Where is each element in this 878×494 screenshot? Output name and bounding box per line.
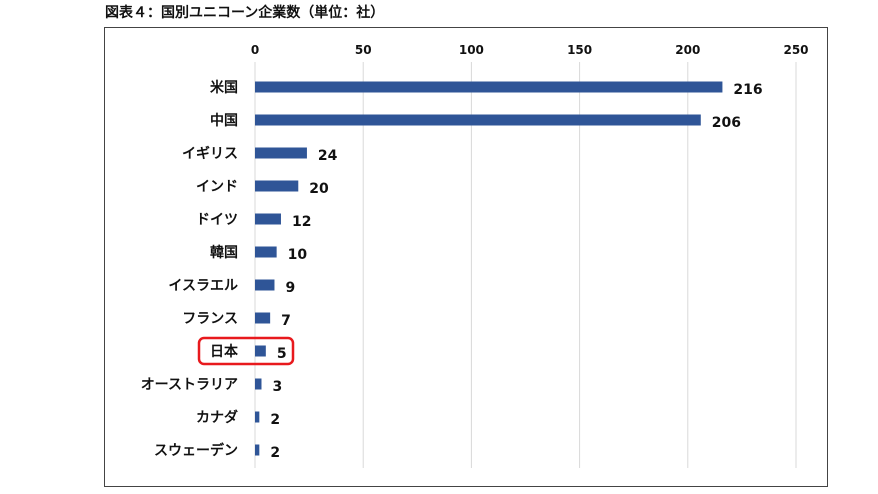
bar bbox=[255, 81, 723, 93]
x-tick-label: 100 bbox=[459, 43, 484, 57]
bar bbox=[255, 312, 271, 324]
x-tick-label: 200 bbox=[675, 43, 700, 57]
category-label: フランス bbox=[182, 311, 238, 327]
x-tick-label: 0 bbox=[251, 43, 259, 57]
chart-frame bbox=[104, 27, 828, 487]
bar bbox=[255, 345, 266, 357]
data-label: 216 bbox=[733, 82, 762, 98]
bar bbox=[255, 180, 299, 192]
bar bbox=[255, 213, 281, 225]
data-label: 2 bbox=[270, 412, 280, 428]
category-label: オーストラリア bbox=[141, 377, 238, 393]
data-label: 20 bbox=[309, 181, 329, 197]
highlight bbox=[197, 336, 295, 366]
data-label: 24 bbox=[318, 148, 338, 164]
x-tick-label: 250 bbox=[783, 43, 808, 57]
category-label: カナダ bbox=[196, 409, 238, 426]
bar bbox=[255, 147, 307, 159]
x-axis-ticks: 0 50 100 150 200 250 bbox=[251, 43, 809, 57]
data-label: 12 bbox=[292, 214, 311, 230]
data-labels: 216 206 24 20 12 10 9 7 5 3 2 2 bbox=[270, 82, 762, 461]
category-label: 中国 bbox=[210, 112, 238, 129]
highlight-box bbox=[197, 336, 295, 366]
category-label: インド bbox=[196, 179, 238, 195]
bar bbox=[255, 246, 277, 258]
chart-title: 図表４：国別ユニコーン企業数（単位：社） bbox=[105, 5, 385, 21]
category-label: 韓国 bbox=[210, 244, 238, 261]
category-label: ドイツ bbox=[196, 212, 238, 228]
bar bbox=[255, 378, 262, 390]
data-label: 10 bbox=[288, 247, 308, 263]
category-labels: 米国中国イギリスインドドイツ韓国イスラエルフランス日本オーストラリアカナダスウェ… bbox=[141, 79, 239, 459]
category-label: イスラエル bbox=[168, 278, 238, 294]
bars bbox=[255, 81, 723, 456]
category-label: 米国 bbox=[210, 79, 238, 96]
bar bbox=[255, 279, 275, 291]
bar bbox=[255, 411, 260, 423]
gridlines bbox=[254, 62, 797, 468]
category-label: スウェーデン bbox=[154, 442, 238, 459]
x-tick-label: 150 bbox=[567, 43, 592, 57]
data-label: 5 bbox=[277, 346, 287, 362]
data-label: 9 bbox=[285, 280, 295, 296]
data-label: 2 bbox=[270, 445, 280, 461]
category-label: イギリス bbox=[182, 145, 238, 162]
bar bbox=[255, 444, 260, 456]
data-label: 7 bbox=[281, 313, 291, 329]
data-label: 206 bbox=[712, 115, 741, 131]
data-label: 3 bbox=[272, 379, 282, 395]
bar bbox=[255, 114, 701, 126]
category-label: 日本 bbox=[210, 343, 239, 360]
x-tick-label: 50 bbox=[355, 43, 372, 57]
